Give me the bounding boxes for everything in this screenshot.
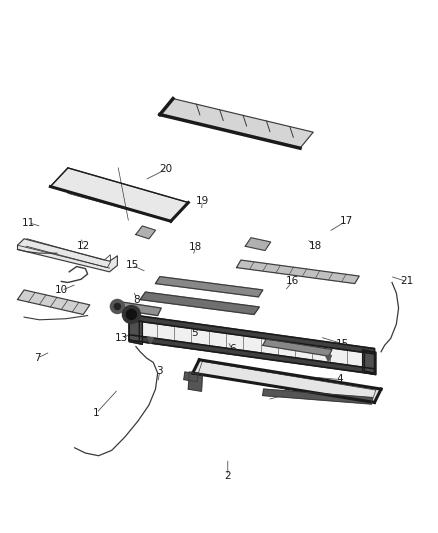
Text: 18: 18	[189, 243, 202, 252]
Text: 3: 3	[283, 390, 290, 399]
Polygon shape	[139, 322, 364, 371]
Text: 11: 11	[22, 218, 35, 228]
Polygon shape	[363, 350, 376, 375]
Polygon shape	[188, 372, 202, 391]
Polygon shape	[364, 351, 374, 373]
Text: 17: 17	[339, 216, 353, 226]
Polygon shape	[263, 339, 332, 356]
Polygon shape	[116, 302, 161, 316]
Text: 15: 15	[126, 261, 139, 270]
Polygon shape	[18, 239, 117, 272]
Text: 20: 20	[159, 165, 172, 174]
Text: 16: 16	[286, 277, 299, 286]
Polygon shape	[237, 260, 359, 284]
Polygon shape	[140, 292, 259, 314]
Polygon shape	[129, 319, 142, 344]
Circle shape	[110, 300, 124, 313]
Circle shape	[114, 303, 120, 310]
Text: 2: 2	[224, 471, 231, 481]
Polygon shape	[155, 277, 263, 297]
Polygon shape	[129, 314, 374, 354]
Text: 1: 1	[93, 408, 100, 418]
Text: 10: 10	[55, 286, 68, 295]
Text: 6: 6	[229, 344, 236, 354]
Polygon shape	[18, 290, 90, 314]
Text: 5: 5	[191, 328, 198, 338]
Text: 3: 3	[156, 366, 163, 376]
Polygon shape	[136, 226, 155, 239]
Polygon shape	[184, 372, 198, 382]
Polygon shape	[263, 389, 372, 404]
Text: 4: 4	[336, 375, 343, 384]
Circle shape	[127, 310, 136, 319]
Text: 8: 8	[133, 295, 140, 304]
Polygon shape	[193, 360, 381, 402]
Polygon shape	[129, 320, 139, 342]
Polygon shape	[245, 238, 271, 251]
Text: 15: 15	[336, 339, 349, 349]
Circle shape	[122, 305, 141, 324]
Text: 7: 7	[34, 353, 41, 363]
Text: 19: 19	[196, 197, 209, 206]
Polygon shape	[160, 99, 313, 148]
Text: 9: 9	[113, 303, 120, 313]
Text: 12: 12	[77, 241, 90, 251]
Text: 18: 18	[309, 241, 322, 251]
Polygon shape	[129, 335, 374, 374]
Polygon shape	[50, 168, 188, 221]
Text: 21: 21	[400, 277, 413, 286]
Text: 13: 13	[115, 334, 128, 343]
